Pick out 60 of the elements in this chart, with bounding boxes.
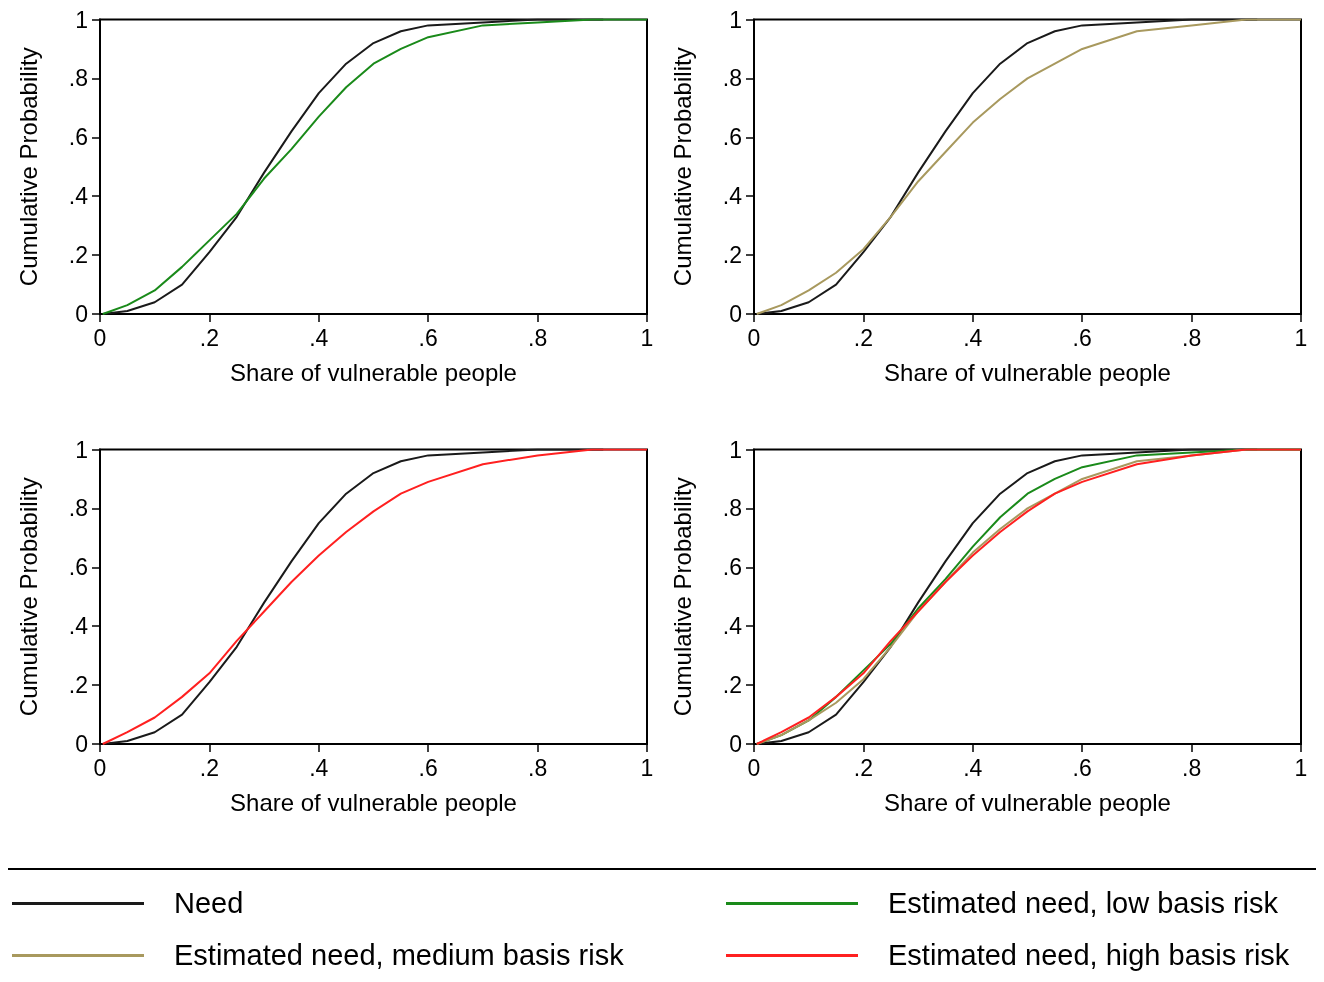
x-tick-label: .4	[309, 324, 329, 351]
x-axis-title: Share of vulnerable people	[884, 358, 1171, 386]
y-tick-label: .6	[68, 554, 88, 581]
y-tick-label: .2	[68, 242, 88, 269]
x-tick-label: .8	[1182, 324, 1202, 351]
legend-label: Estimated need, high basis risk	[888, 938, 1290, 972]
y-tick-label: .8	[722, 495, 742, 522]
y-tick-label: 0	[729, 731, 742, 757]
y-tick-label: 1	[75, 6, 88, 33]
y-tick-label: .2	[722, 242, 742, 269]
x-tick-label: .2	[853, 754, 873, 781]
y-tick-label: .2	[68, 672, 88, 699]
legend-label: Estimated need, low basis risk	[888, 886, 1279, 920]
x-axis-title: Share of vulnerable people	[230, 358, 517, 386]
y-tick-label: .8	[68, 495, 88, 522]
y-tick-label: .6	[68, 124, 88, 151]
y-tick-label: .4	[722, 183, 743, 210]
legend-label: Need	[174, 886, 244, 920]
y-tick-label: .6	[722, 124, 742, 151]
y-tick-label: .4	[68, 183, 89, 210]
x-tick-label: .2	[199, 754, 219, 781]
y-tick-label: .4	[68, 613, 89, 640]
x-tick-label: .6	[418, 754, 438, 781]
x-tick-label: .4	[963, 754, 983, 781]
y-tick-label: 0	[75, 731, 88, 757]
x-tick-label: 0	[747, 324, 761, 351]
y-tick-label: .2	[722, 672, 742, 699]
y-axis-title: Cumulative Probability	[14, 477, 42, 717]
y-axis-title: Cumulative Probability	[14, 47, 42, 287]
x-axis-title: Share of vulnerable people	[230, 788, 517, 816]
y-tick-label: .4	[722, 613, 743, 640]
x-tick-label: 1	[1294, 324, 1308, 351]
x-tick-label: .4	[963, 324, 983, 351]
x-tick-label: 1	[640, 324, 654, 351]
x-tick-label: 1	[1294, 754, 1308, 781]
y-axis-title: Cumulative Probability	[668, 477, 696, 717]
y-tick-label: .8	[68, 65, 88, 92]
legend-label: Estimated need, medium basis risk	[174, 938, 624, 972]
x-tick-label: 0	[93, 324, 107, 351]
y-tick-label: 1	[729, 436, 742, 463]
x-tick-label: .6	[1072, 754, 1092, 781]
y-tick-label: 1	[729, 6, 742, 33]
x-tick-label: 0	[747, 754, 761, 781]
x-tick-label: .6	[418, 324, 438, 351]
y-axis-title: Cumulative Probability	[668, 47, 696, 287]
x-tick-label: .6	[1072, 324, 1092, 351]
x-tick-label: .8	[528, 754, 548, 781]
x-tick-label: .2	[199, 324, 219, 351]
y-tick-label: 0	[729, 301, 742, 327]
y-tick-label: 1	[75, 436, 88, 463]
x-tick-label: 0	[93, 754, 107, 781]
x-axis-title: Share of vulnerable people	[884, 788, 1171, 816]
x-tick-label: 1	[640, 754, 654, 781]
y-tick-label: 0	[75, 301, 88, 327]
x-tick-label: .4	[309, 754, 329, 781]
x-tick-label: .8	[1182, 754, 1202, 781]
y-tick-label: .8	[722, 65, 742, 92]
y-tick-label: .6	[722, 554, 742, 581]
x-tick-label: .2	[853, 324, 873, 351]
x-tick-label: .8	[528, 324, 548, 351]
